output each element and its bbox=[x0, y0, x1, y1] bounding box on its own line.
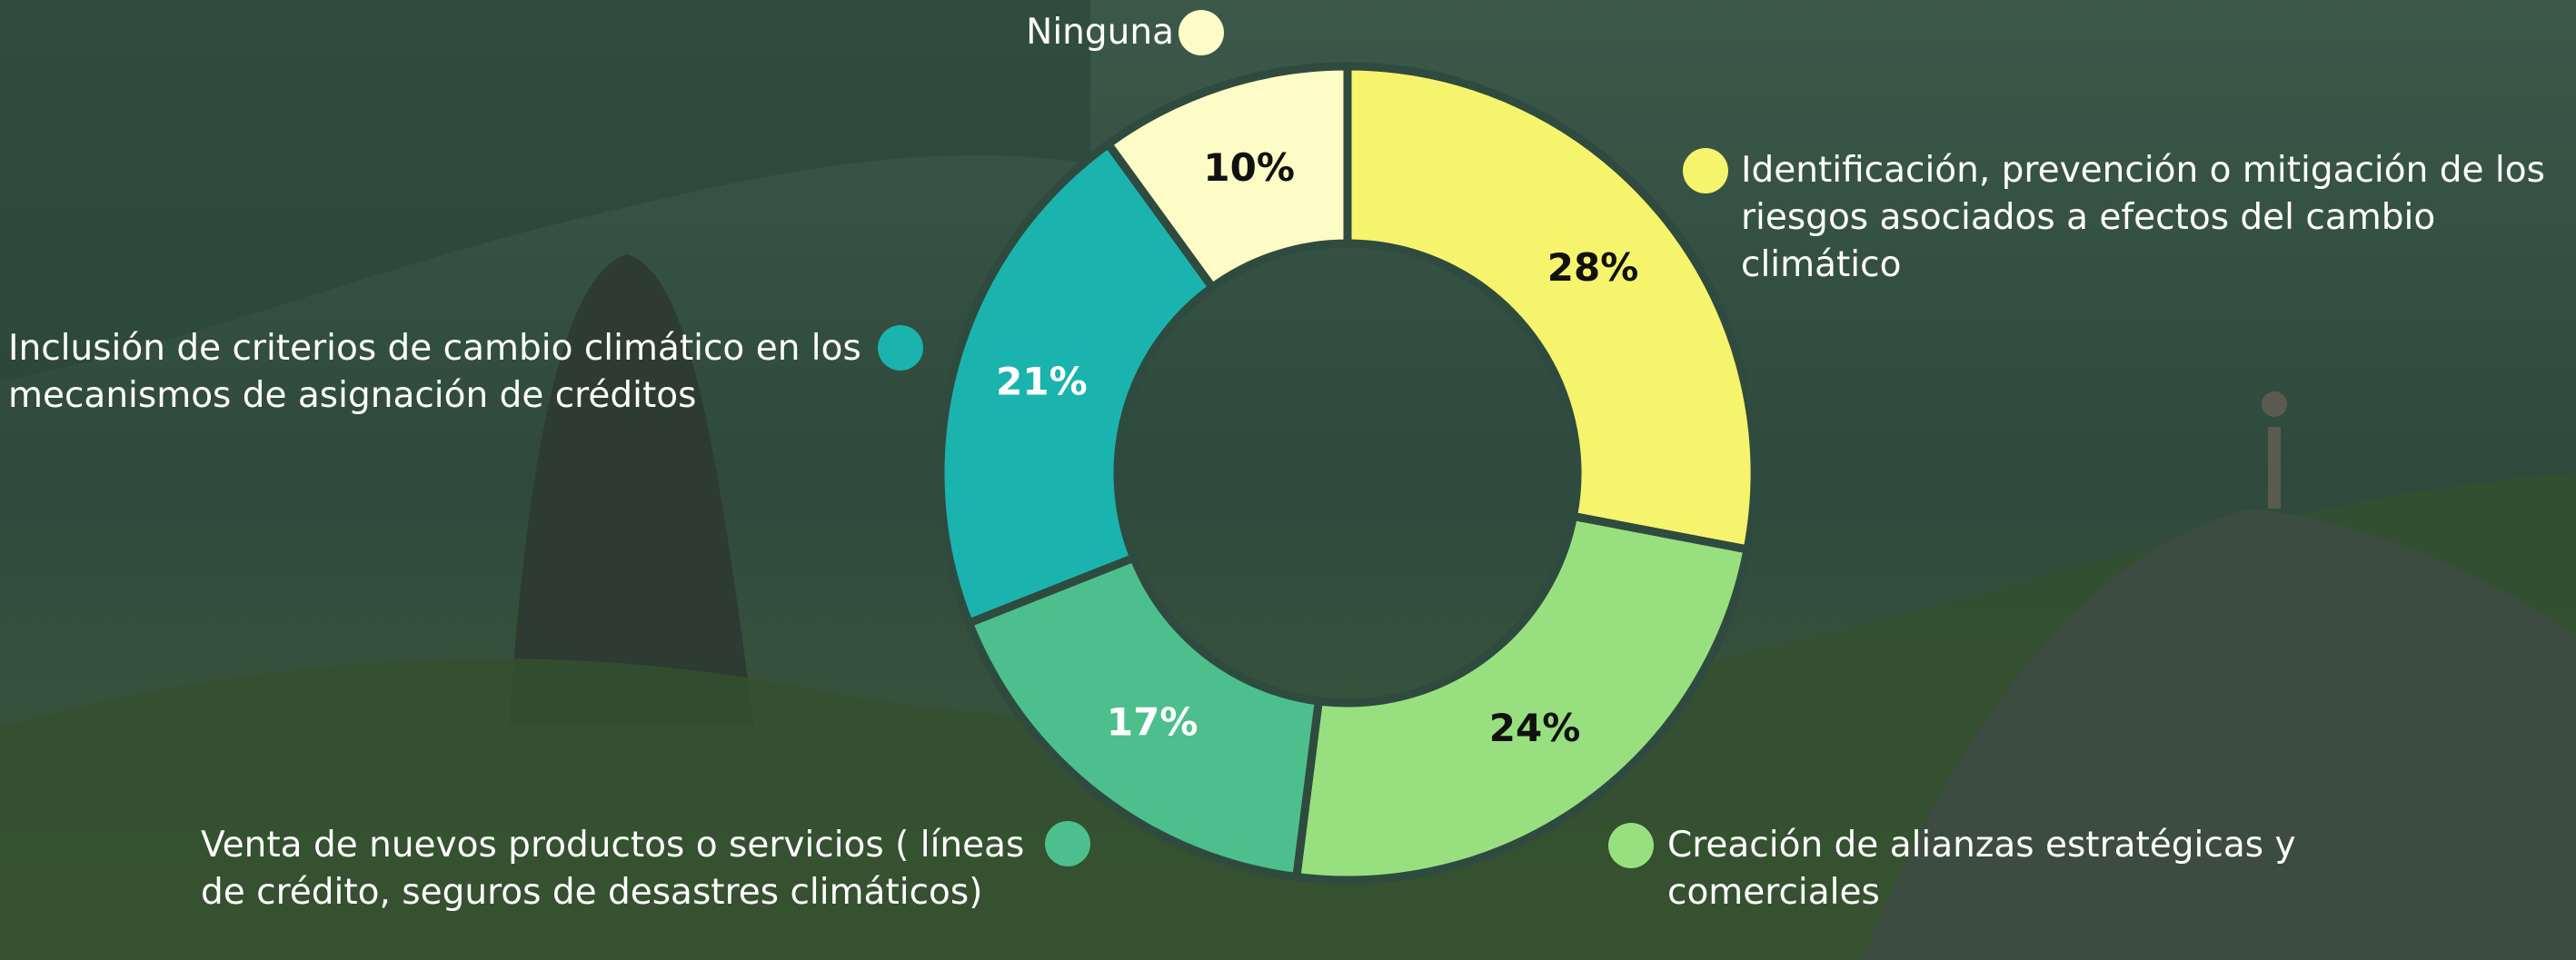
legend-label: Ninguna bbox=[909, 9, 1174, 56]
legend-dot bbox=[878, 325, 923, 371]
legend-label: Venta de nuevos productos o servicios ( … bbox=[201, 822, 1046, 916]
legend-dot bbox=[1179, 10, 1224, 55]
legend-dot bbox=[1045, 821, 1090, 866]
chart: 28% 24% 17% 21% 10% bbox=[0, 0, 2576, 960]
legend-dot bbox=[1608, 823, 1654, 868]
legend-label: Identificación, prevención o mitigación … bbox=[1741, 147, 2568, 289]
value-label: 10% bbox=[1203, 145, 1295, 190]
value-label: 24% bbox=[1489, 706, 1581, 750]
legend-label: Creación de alianzas estratégicas y come… bbox=[1667, 822, 2458, 916]
hiker-head bbox=[2262, 391, 2287, 417]
value-label: 17% bbox=[1107, 699, 1198, 744]
value-label: 28% bbox=[1547, 245, 1639, 290]
legend-label: Inclusión de criterios de cambio climáti… bbox=[8, 325, 880, 420]
hiker bbox=[2268, 427, 2281, 509]
legend-dot bbox=[1683, 148, 1728, 193]
page: 28% 24% 17% 21% 10% Identificación, prevenci… bbox=[0, 0, 2576, 960]
value-label: 21% bbox=[996, 360, 1088, 404]
